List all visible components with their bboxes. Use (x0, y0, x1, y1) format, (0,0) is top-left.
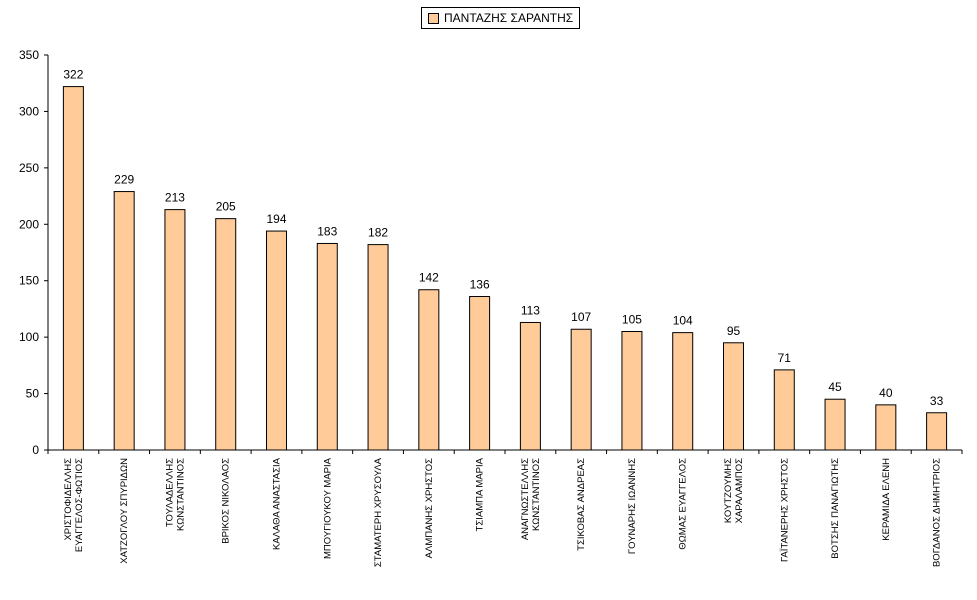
x-tick-label: ΤΟΥΛΑΔΕΛΛΗΣΚΩΝΣΤΑΝΤΙΝΟΣ (164, 458, 186, 531)
x-tick-label-line: ΒΟΓΔΑΝΟΣ ΔΗΜΗΤΡΙΟΣ (932, 458, 943, 567)
data-label: 71 (778, 351, 792, 365)
bar (62, 86, 84, 451)
data-label: 95 (727, 324, 741, 338)
bar (367, 244, 389, 451)
x-tick-label: ΑΝΑΓΝΩΣΤΕΛΛΗΣΚΩΝΣΤΑΝΤΙΝΟΣ (520, 458, 542, 540)
x-tick-label-line: ΑΝΑΓΝΩΣΤΕΛΛΗΣ (520, 458, 531, 540)
bar (469, 296, 491, 451)
bar (316, 242, 338, 451)
data-label: 194 (266, 212, 286, 226)
bar (621, 331, 643, 451)
x-tick-label-line: ΧΑΤΖΟΓΛΟΥ ΣΠΥΡΙΔΩΝ (119, 458, 130, 564)
data-label: 322 (63, 68, 83, 82)
x-tick-label-line: ΤΣΙΑΜΠΑ ΜΑΡΙΑ (475, 457, 486, 531)
x-tick-label-line: ΜΠΟΥΓΙΟΥΚΟΥ ΜΑΡΙΑ (322, 457, 333, 559)
bar (875, 404, 897, 451)
x-tick-label-line: ΓΟΥΝΑΡΗΣ ΙΩΑΝΝΗΣ (627, 458, 638, 554)
x-tick-label: ΧΡΙΣΤΟΦΙΔΕΛΛΗΣΕΥΑΓΓΕΛΟΣ-ΦΩΤΙΟΣ (63, 458, 85, 552)
y-tick-label: 150 (19, 274, 39, 288)
x-tick-label-line: ΕΥΑΓΓΕΛΟΣ-ΦΩΤΙΟΣ (74, 458, 85, 552)
x-tick-label-line: ΧΡΙΣΤΟΦΙΔΕΛΛΗΣ (63, 458, 74, 541)
x-tick-label-line: ΚΕΡΑΜΙΔΑ ΕΛΕΝΗ (881, 458, 892, 541)
data-label: 104 (673, 314, 693, 328)
x-tick-label-line: ΚΩΝΣΤΑΝΤΙΝΟΣ (531, 458, 542, 531)
x-tick-label: ΤΣΙΚΟΒΑΣ ΑΝΔΡΕΑΣ (576, 458, 587, 551)
x-tick-label: ΒΡΙΚΟΣ ΝΙΚΟΛΑΟΣ (221, 458, 232, 544)
data-label: 105 (622, 313, 642, 327)
data-label: 33 (930, 394, 944, 408)
legend: ΠΑΝΤΑΖΗΣ ΣΑΡΑΝΤΗΣ (421, 7, 581, 29)
y-tick-label: 100 (19, 330, 39, 344)
bar (164, 209, 186, 451)
x-tick-label: ΜΠΟΥΓΙΟΥΚΟΥ ΜΑΡΙΑ (322, 457, 333, 559)
x-tick-label: ΚΟΥΤΖΟΥΜΗΣΧΑΡΑΛΑΜΠΟΣ (723, 458, 745, 523)
x-tick-label: ΤΣΙΑΜΠΑ ΜΑΡΙΑ (475, 457, 486, 531)
x-tick-label-line: ΓΑΪΤΑΝΕΡΗΣ ΧΡΗΣΤΟΣ (779, 458, 790, 562)
data-label: 45 (828, 380, 842, 394)
bar (215, 218, 237, 451)
data-label: 107 (571, 310, 591, 324)
data-label: 205 (216, 200, 236, 214)
x-tick-label: ΒΟΤΣΗΣ ΠΑΝΑΓΙΩΤΗΣ (830, 458, 841, 559)
data-label: 142 (419, 271, 439, 285)
x-tick-label-line: ΤΣΙΚΟΒΑΣ ΑΝΔΡΕΑΣ (576, 458, 587, 551)
x-tick-label-line: ΑΛΜΠΑΝΗΣ ΧΡΗΣΤΟΣ (424, 458, 435, 558)
y-tick-label: 50 (26, 387, 40, 401)
bar (570, 328, 592, 451)
x-tick-label: ΘΩΜΑΣ ΕΥΑΓΓΕΛΟΣ (678, 458, 689, 550)
data-label: 113 (521, 303, 540, 317)
x-tick-label-line: ΤΟΥΛΑΔΕΛΛΗΣ (164, 458, 175, 527)
bar (773, 369, 795, 451)
x-tick-label: ΚΑΛΑΘΑ ΑΝΑΣΤΑΣΙΑ (272, 457, 283, 550)
y-tick-label: 300 (19, 104, 39, 118)
data-label: 182 (368, 226, 388, 240)
x-tick-label: ΓΑΪΤΑΝΕΡΗΣ ΧΡΗΣΤΟΣ (779, 458, 790, 562)
bar (113, 191, 135, 451)
data-label: 183 (317, 224, 337, 238)
data-label: 136 (470, 278, 490, 292)
bar (926, 412, 948, 451)
x-tick-label-line: ΒΟΤΣΗΣ ΠΑΝΑΓΙΩΤΗΣ (830, 458, 841, 559)
y-tick-label: 0 (32, 443, 39, 457)
x-tick-label: ΚΕΡΑΜΙΔΑ ΕΛΕΝΗ (881, 458, 892, 541)
y-tick-label: 250 (19, 161, 39, 175)
x-tick-label-line: ΒΡΙΚΟΣ ΝΙΚΟΛΑΟΣ (221, 458, 232, 544)
y-tick-label: 200 (19, 217, 39, 231)
x-tick-label-line: ΚΩΝΣΤΑΝΤΙΝΟΣ (175, 458, 186, 531)
x-tick-label: ΒΟΓΔΑΝΟΣ ΔΗΜΗΤΡΙΟΣ (932, 458, 943, 567)
bar (672, 332, 694, 451)
x-tick-label-line: ΚΑΛΑΘΑ ΑΝΑΣΤΑΣΙΑ (272, 457, 283, 550)
data-label: 229 (114, 173, 134, 187)
x-tick-label: ΑΛΜΠΑΝΗΣ ΧΡΗΣΤΟΣ (424, 458, 435, 558)
x-tick-label: ΧΑΤΖΟΓΛΟΥ ΣΠΥΡΙΔΩΝ (119, 458, 130, 564)
x-tick-label-line: ΘΩΜΑΣ ΕΥΑΓΓΕΛΟΣ (678, 458, 689, 550)
y-tick-label: 350 (19, 48, 39, 62)
bar (824, 398, 846, 451)
x-tick-label-line: ΚΟΥΤΖΟΥΜΗΣ (723, 458, 734, 523)
bar (723, 342, 744, 451)
x-tick-label: ΓΟΥΝΑΡΗΣ ΙΩΑΝΝΗΣ (627, 458, 638, 554)
x-tick-label-line: ΣΤΑΜΑΤΕΡΗ ΧΡΥΣΟΥΛΑ (373, 457, 384, 567)
bar (519, 321, 541, 451)
bar (418, 289, 440, 451)
bar (266, 230, 287, 451)
legend-swatch (428, 12, 439, 24)
x-tick-label-line: ΧΑΡΑΛΑΜΠΟΣ (734, 458, 745, 523)
data-label: 213 (165, 191, 185, 205)
data-label: 40 (879, 386, 893, 400)
legend-label: ΠΑΝΤΑΖΗΣ ΣΑΡΑΝΤΗΣ (444, 11, 574, 25)
x-tick-label: ΣΤΑΜΑΤΕΡΗ ΧΡΥΣΟΥΛΑ (373, 457, 384, 567)
